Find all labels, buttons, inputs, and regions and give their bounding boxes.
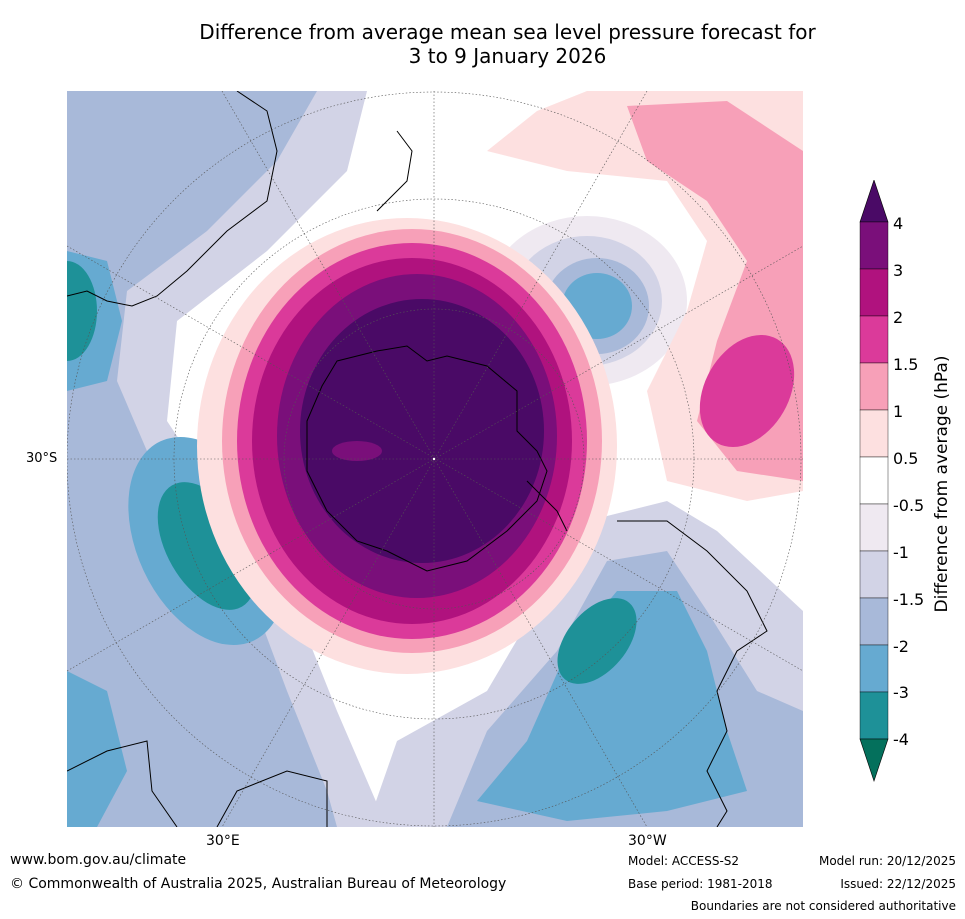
negative-anomaly-low-far-west xyxy=(67,261,97,361)
cb-tick-11: -4 xyxy=(893,730,909,749)
longitude-label-30w: 30°W xyxy=(628,833,667,849)
latitude-label-30s: 30°S xyxy=(26,451,58,466)
south-america-coastline xyxy=(617,520,768,827)
cb-tick-9: -2 xyxy=(893,637,909,656)
negative-anomaly-low-southeast xyxy=(557,598,637,684)
title-line-1: Difference from average mean sea level p… xyxy=(199,20,816,44)
colorbar-extend-min xyxy=(859,738,889,782)
colorbar-segment xyxy=(859,644,889,693)
positive-anomaly-high-east xyxy=(699,334,795,448)
colorbar-title: Difference from average (hPa) xyxy=(932,355,952,613)
cb-tick-0: 4 xyxy=(893,214,904,233)
cb-tick-2: 2 xyxy=(893,308,904,327)
title-line-2: 3 to 9 January 2026 xyxy=(408,44,607,68)
cb-tick-4: 1 xyxy=(893,402,904,421)
footer-model: Model: ACCESS-S2 xyxy=(628,854,740,868)
colorbar-segment xyxy=(859,456,889,505)
cb-tick-10: -3 xyxy=(893,683,909,702)
negative-anomaly-region-southeast-core xyxy=(477,591,747,821)
footer-copyright: © Commonwealth of Australia 2025, Austra… xyxy=(10,876,507,892)
chart-title: Difference from average mean sea level p… xyxy=(100,20,915,68)
footer-model-run: Model run: 20/12/2025 xyxy=(818,854,956,868)
colorbar-segment xyxy=(859,221,889,270)
antarctica-coastline xyxy=(306,345,548,572)
africa-south-coastline xyxy=(216,770,328,827)
cb-tick-8: -1.5 xyxy=(893,590,925,609)
cb-tick-6: -0.5 xyxy=(893,496,925,515)
footer-issued: Issued: 22/12/2025 xyxy=(840,877,956,891)
positive-anomaly-3-inset xyxy=(332,441,382,461)
cb-tick-1: 3 xyxy=(893,261,904,280)
colorbar-segment xyxy=(859,409,889,458)
colorbar-segment xyxy=(859,362,889,411)
longitude-label-30e: 30°E xyxy=(206,833,240,849)
colorbar-segment xyxy=(859,691,889,740)
new-zealand-coastline xyxy=(376,130,413,212)
colorbar-segment xyxy=(859,597,889,646)
positive-anomaly-4 xyxy=(300,299,544,563)
colorbar-segment xyxy=(859,268,889,317)
colorbar-segment xyxy=(859,315,889,364)
colorbar-extend-max xyxy=(859,180,889,223)
negative-anomaly-bottom-left xyxy=(67,671,127,827)
negative-anomaly-region-west-inner xyxy=(67,91,337,827)
footer-website[interactable]: www.bom.gov.au/climate xyxy=(10,852,187,868)
colorbar-segment xyxy=(859,503,889,552)
south-pole-marker xyxy=(432,457,436,461)
footer-disclaimer: Boundaries are not considered authoritat… xyxy=(690,899,956,913)
cb-tick-3: 1.5 xyxy=(893,355,919,374)
footer-base-period: Base period: 1981-2018 xyxy=(628,877,773,891)
colorbar-segment xyxy=(859,550,889,599)
pressure-anomaly-map xyxy=(67,91,803,827)
africa-coastline xyxy=(67,740,178,827)
colorbar xyxy=(859,180,889,782)
cb-tick-5: 0.5 xyxy=(893,449,919,468)
antarctic-peninsula-coastline xyxy=(526,480,568,532)
cb-tick-7: -1 xyxy=(893,543,909,562)
australia-coastline xyxy=(67,91,278,307)
